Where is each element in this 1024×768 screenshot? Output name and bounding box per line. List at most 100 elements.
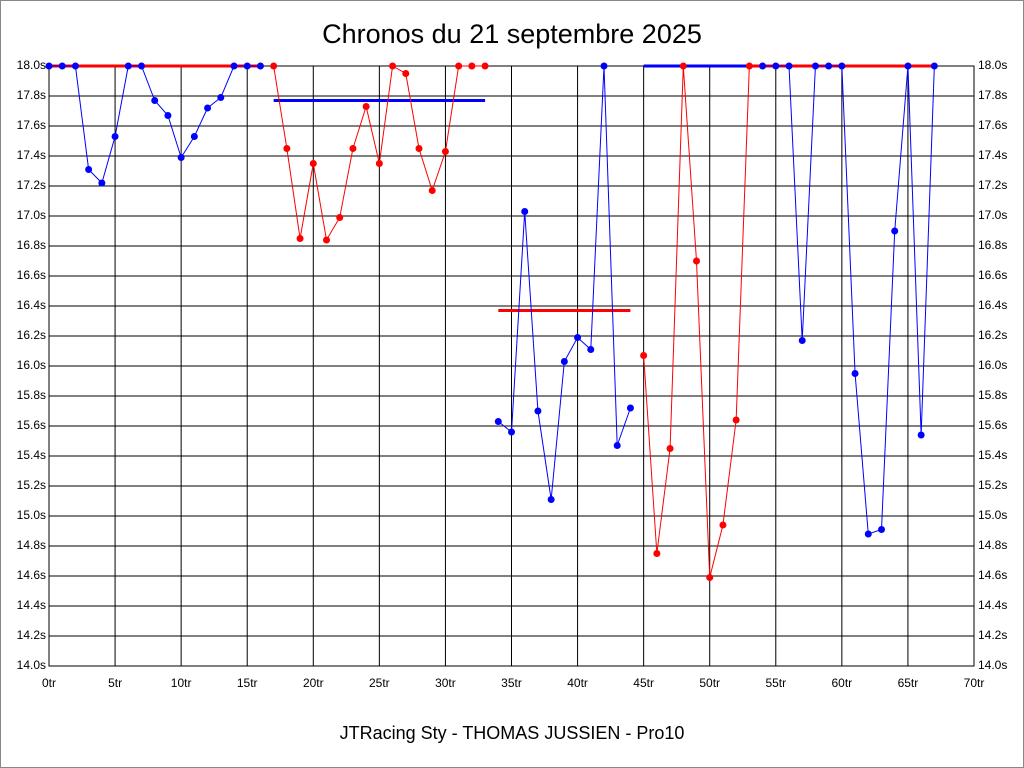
data-point: [600, 62, 608, 70]
x-tick-label: 35tr: [501, 676, 522, 690]
data-point: [177, 154, 185, 161]
data-point: [798, 337, 806, 344]
x-tick-label: 55tr: [765, 676, 786, 690]
data-point: [455, 62, 463, 70]
data-point: [666, 445, 674, 452]
data-point: [587, 346, 595, 353]
data-point: [547, 496, 555, 503]
y-tick-label: 15.6s: [17, 418, 46, 432]
y-tick-label: 16.6s: [17, 268, 46, 282]
y2-tick-label: 14.4s: [978, 598, 1007, 612]
y-tick-label: 17.4s: [17, 148, 46, 162]
data-point: [521, 208, 529, 215]
data-point: [719, 521, 727, 529]
y2-tick-label: 17.0s: [978, 208, 1007, 222]
y-tick-label: 16.0s: [17, 358, 46, 372]
data-point: [349, 145, 357, 152]
y-tick-label: 17.6s: [17, 118, 46, 132]
data-point: [111, 133, 119, 140]
data-point: [270, 62, 278, 70]
x-tick-label: 45tr: [633, 676, 654, 690]
data-point: [626, 404, 634, 412]
data-point: [389, 62, 397, 70]
y2-tick-label: 15.4s: [978, 448, 1007, 462]
y2-tick-label: 16.0s: [978, 358, 1007, 372]
data-point: [296, 235, 304, 242]
series-line: [762, 65, 935, 535]
y2-tick-label: 14.0s: [978, 658, 1007, 672]
data-point: [706, 574, 714, 581]
y2-tick-label: 17.6s: [978, 118, 1007, 132]
y2-tick-label: 16.6s: [978, 268, 1007, 282]
data-point: [71, 62, 79, 70]
x-tick-label: 50tr: [699, 676, 720, 690]
x-tick-label: 20tr: [303, 676, 324, 690]
data-point: [759, 62, 767, 70]
data-point: [45, 62, 53, 70]
y2-tick-label: 15.8s: [978, 388, 1007, 402]
data-point: [574, 334, 582, 341]
data-point: [402, 70, 410, 77]
data-point: [653, 550, 661, 557]
data-point: [164, 112, 172, 119]
x-tick-label: 70tr: [964, 676, 985, 690]
data-point: [481, 62, 489, 70]
x-tick-label: 30tr: [435, 676, 456, 690]
data-point: [640, 352, 648, 359]
data-point: [151, 97, 159, 104]
x-tick-label: 65tr: [898, 676, 919, 690]
data-point: [693, 257, 700, 265]
data-point: [785, 62, 793, 70]
y2-tick-label: 16.4s: [978, 298, 1007, 312]
data-point: [534, 407, 542, 415]
data-point: [217, 94, 225, 101]
x-tick-label: 15tr: [237, 676, 258, 690]
data-point: [732, 416, 740, 424]
data-point: [811, 62, 819, 70]
y2-tick-label: 18.0s: [978, 58, 1007, 72]
x-tick-label: 25tr: [369, 676, 390, 690]
data-point: [415, 145, 423, 152]
x-tick-label: 10tr: [171, 676, 192, 690]
data-point: [878, 526, 885, 533]
y2-tick-label: 15.6s: [978, 418, 1007, 432]
data-point: [309, 160, 317, 167]
data-point: [204, 104, 212, 112]
y-tick-label: 16.2s: [17, 328, 46, 342]
data-point: [362, 103, 370, 110]
y-tick-label: 15.0s: [17, 508, 46, 522]
y2-tick-label: 16.2s: [978, 328, 1007, 342]
y2-tick-label: 16.8s: [978, 238, 1007, 252]
x-tick-label: 5tr: [108, 676, 122, 690]
data-point: [772, 62, 780, 70]
data-point: [58, 62, 66, 70]
data-point: [124, 62, 132, 70]
data-point: [838, 62, 846, 70]
y-tick-label: 17.0s: [17, 208, 46, 222]
data-point: [864, 530, 872, 538]
data-point: [745, 62, 753, 70]
y2-tick-label: 17.8s: [978, 88, 1007, 102]
data-point: [243, 62, 251, 70]
y-tick-label: 14.8s: [17, 538, 46, 552]
data-point: [230, 62, 238, 70]
x-tick-label: 0tr: [42, 676, 56, 690]
data-point: [904, 62, 912, 70]
data-point: [851, 370, 859, 377]
y-tick-label: 15.2s: [17, 478, 46, 492]
data-point: [679, 62, 687, 70]
data-point: [256, 62, 264, 70]
y-tick-label: 14.2s: [17, 628, 46, 642]
data-point: [85, 166, 93, 173]
x-tick-label: 60tr: [832, 676, 853, 690]
y-tick-label: 16.8s: [17, 238, 46, 252]
y2-tick-label: 14.2s: [978, 628, 1007, 642]
y-tick-label: 18.0s: [17, 58, 46, 72]
y2-tick-label: 17.2s: [978, 178, 1007, 192]
data-point: [613, 442, 621, 449]
data-point: [494, 418, 502, 425]
chart-footer: JTRacing Sty - THOMAS JUSSIEN - Pro10: [340, 723, 685, 743]
y2-tick-label: 14.6s: [978, 568, 1007, 582]
